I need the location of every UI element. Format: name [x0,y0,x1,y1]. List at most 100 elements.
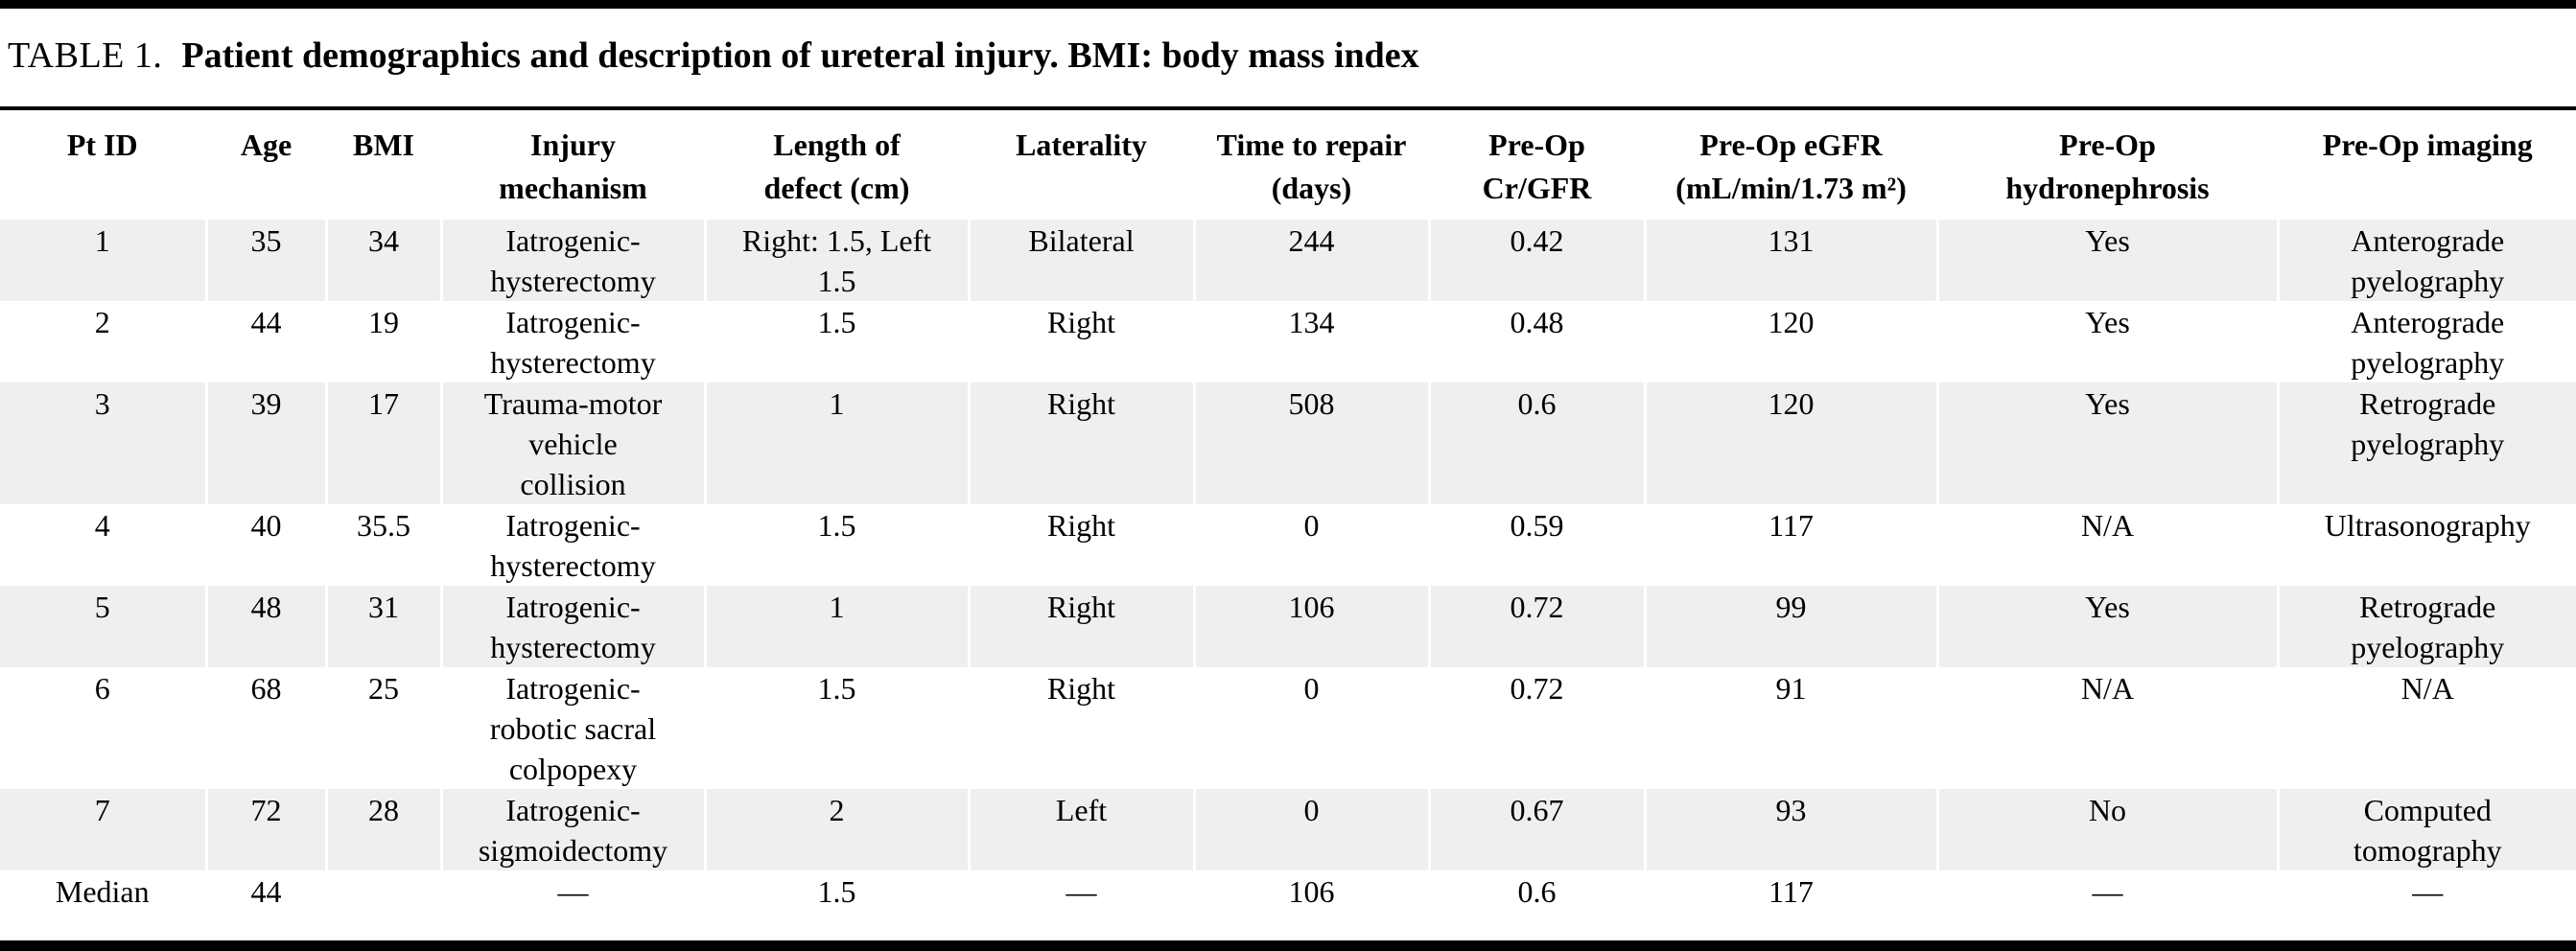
table-cell [324,870,441,939]
table-cell: 508 [1192,383,1429,504]
table-label: TABLE 1. [8,35,163,76]
table-cell: 0.48 [1427,301,1645,383]
table-cell: 1.5 [703,870,969,939]
table-cell: Right [967,586,1194,667]
table-cell: 4 [94,508,110,543]
table-cell: Trauma-motor vehicle collision [439,383,705,504]
table-cell: 6 [94,671,110,706]
table-cell: Retrograde pyelography [2276,383,2576,504]
table-cell: Iatrogenic- sigmoidectomy [439,789,705,870]
table-cell: 2 [703,789,969,870]
table-cell: Iatrogenic- hysterectomy [439,301,705,383]
table-cell: 5 [0,586,206,667]
table-cell: Median [55,874,150,909]
column-header: BMI [324,110,441,220]
table-cell: Right [967,504,1194,586]
table-cell: 44 [204,870,326,939]
table-cell: Yes [1935,220,2278,301]
table-cell: 19 [324,301,441,383]
table-row: Median 44—1.5—106 0.6 117— — [0,870,2576,939]
table-cell: Right [967,383,1194,504]
table-cell: Right [967,301,1194,383]
table-cell: 72 [204,789,326,870]
table-cell: 0.6 [1427,383,1645,504]
table-cell: Yes [1935,586,2278,667]
table-cell: 91 [1643,667,1937,789]
table-cell: Anterograde pyelography [2276,220,2576,301]
column-header: Laterality [967,110,1194,220]
table-cell: Yes [1935,383,2278,504]
table-cell: 1.5 [703,667,969,789]
table-cell: Right [967,667,1194,789]
column-header: Pre-Op imaging [2276,110,2576,220]
table-cell: — [1935,870,2278,939]
table-cell: 25 [324,667,441,789]
table-cell: 39 [204,383,326,504]
table-cell: 0.6 [1427,870,1645,939]
table-cell: 48 [204,586,326,667]
table-cell: 106 [1192,870,1429,939]
table-cell: 244 [1192,220,1429,301]
table-cell: N/A [2276,667,2576,789]
table-cell: 40 [204,504,326,586]
table-cell: 99 [1643,586,1937,667]
column-header: Age [204,110,326,220]
table-cell: 134 [1192,301,1429,383]
table-cell: 0.67 [1427,789,1645,870]
bottom-rule [0,940,2576,951]
table-cell: Ultrasonography [2276,504,2576,586]
column-header: Pre-Op Cr/GFR [1427,110,1645,220]
header-rule [0,106,2576,110]
table-cell: 34 [324,220,441,301]
table-row: 3 39 17 Trauma-motor vehicle collision 1 Righ… [0,383,2576,504]
demographics-table: Pt ID Age BMI Injury mechanism Length of def… [0,110,2576,939]
table-cell: 93 [1643,789,1937,870]
table-cell: Computed tomography [2276,789,2576,870]
header-row: Pt ID Age BMI Injury mechanism Length of def… [0,110,2576,220]
table-cell: 7 [0,789,206,870]
table-header: Pt ID Age BMI Injury mechanism Length of def… [0,110,2576,220]
table-cell: 1 [0,220,206,301]
table-cell: Anterograde pyelography [2276,301,2576,383]
table-cell: Iatrogenic- hysterectomy [439,504,705,586]
table-cell: 1.5 [703,504,969,586]
table-cell: — [967,870,1194,939]
table-cell: 1.5 [703,301,969,383]
table-caption: Patient demographics and description of … [181,35,1419,76]
table-cell: Right: 1.5, Left 1.5 [703,220,969,301]
table-cell: 68 [204,667,326,789]
table-row: 2 44 19 Iatrogenic- hysterectomy 1.5 Right 134… [0,301,2576,383]
table-cell: Yes [1935,301,2278,383]
table-cell: No [1935,789,2278,870]
table-cell: 1 [703,383,969,504]
table-row: 6 68 25 Iatrogenic- robotic sacral colpopex… [0,667,2576,789]
table-cell: 120 [1643,301,1937,383]
table-cell: 31 [324,586,441,667]
table-cell: 3 [0,383,206,504]
table-cell: 28 [324,789,441,870]
column-header: Injury mechanism [439,110,705,220]
table-cell: 17 [324,383,441,504]
column-header: Pre-Op eGFR (mL/min/1.73 m²) [1643,110,1937,220]
table-cell: Iatrogenic- hysterectomy [439,586,705,667]
column-header: Pre-Op hydronephrosis [1935,110,2278,220]
table-row: 5 48 31 Iatrogenic- hysterectomy 1 Right 106 0.… [0,586,2576,667]
table-cell: 0.72 [1427,667,1645,789]
table-row: 7 72 28 Iatrogenic- sigmoidectomy 2 Left 0 0.67… [0,789,2576,870]
table-cell: 120 [1643,383,1937,504]
table-cell: 0.59 [1427,504,1645,586]
table-cell: Left [967,789,1194,870]
table-body: 1 35 34 Iatrogenic- hysterectomy Right: 1.5,… [0,220,2576,939]
table-cell: 117 [1643,870,1937,939]
table-cell: N/A [1935,504,2278,586]
table-cell: — [2276,870,2576,939]
table-cell: 0 [1192,789,1429,870]
table-cell: 35.5 [324,504,441,586]
column-header: Pt ID [66,128,138,162]
table-cell: 0.42 [1427,220,1645,301]
table-cell: 2 [94,305,110,339]
table-row: 4 40 35.5 Iatrogenic- hysterectomy 1.5 Right 0… [0,504,2576,586]
table-cell: Bilateral [967,220,1194,301]
table-cell: 131 [1643,220,1937,301]
